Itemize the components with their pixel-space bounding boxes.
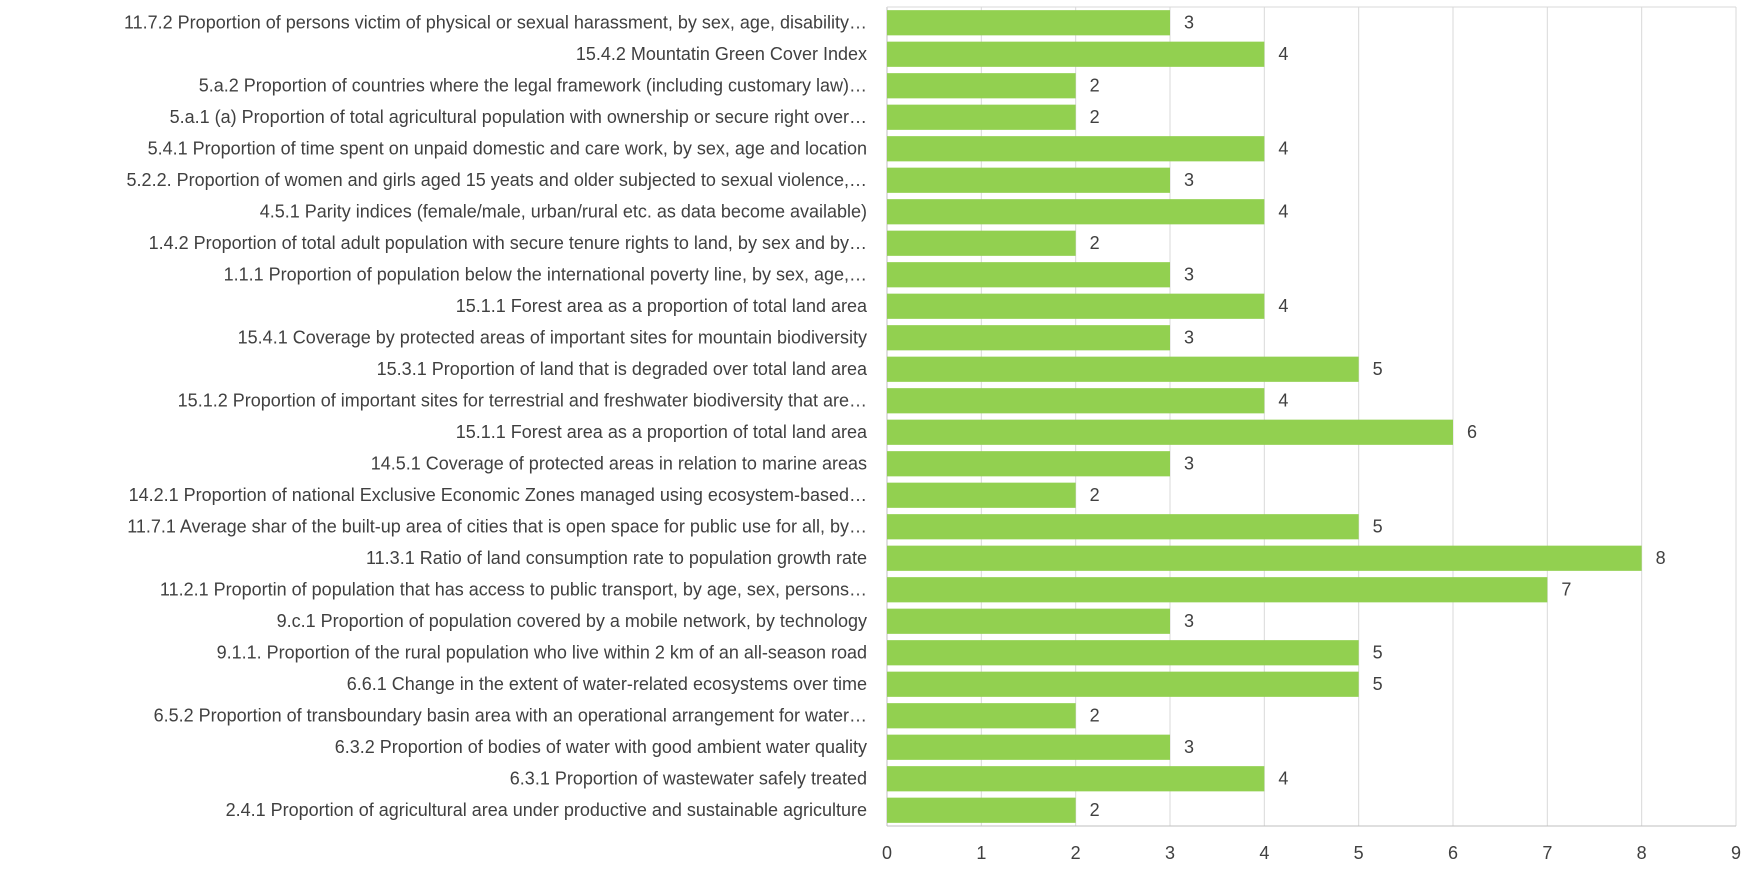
y-tick-label: 11.7.2 Proportion of persons victim of p… bbox=[124, 13, 867, 33]
bar bbox=[887, 230, 1076, 256]
data-label: 8 bbox=[1656, 548, 1666, 568]
data-label: 5 bbox=[1373, 517, 1383, 537]
data-label: 4 bbox=[1278, 44, 1288, 64]
data-label: 3 bbox=[1184, 737, 1194, 757]
y-tick-label: 15.3.1 Proportion of land that is degrad… bbox=[377, 359, 868, 379]
y-tick-label: 4.5.1 Parity indices (female/male, urban… bbox=[260, 202, 867, 222]
bar bbox=[887, 356, 1359, 382]
bar bbox=[887, 136, 1265, 162]
x-tick-label: 9 bbox=[1731, 843, 1741, 863]
x-tick-label: 4 bbox=[1259, 843, 1269, 863]
y-tick-label: 5.2.2. Proportion of women and girls age… bbox=[127, 170, 867, 190]
y-tick-label: 1.1.1 Proportion of population below the… bbox=[224, 265, 867, 285]
bar bbox=[887, 608, 1170, 634]
y-tick-label: 5.a.1 (a) Proportion of total agricultur… bbox=[170, 107, 867, 127]
x-tick-label: 8 bbox=[1637, 843, 1647, 863]
bar bbox=[887, 388, 1265, 414]
y-tick-label: 9.1.1. Proportion of the rural populatio… bbox=[217, 643, 867, 663]
bar bbox=[887, 419, 1453, 445]
y-tick-label: 5.a.2 Proportion of countries where the … bbox=[199, 76, 867, 96]
x-tick-label: 3 bbox=[1165, 843, 1175, 863]
y-tick-label: 14.5.1 Coverage of protected areas in re… bbox=[371, 454, 867, 474]
data-label: 3 bbox=[1184, 13, 1194, 33]
y-tick-label: 2.4.1 Proportion of agricultural area un… bbox=[226, 800, 867, 820]
data-label: 2 bbox=[1090, 76, 1100, 96]
data-label: 4 bbox=[1278, 202, 1288, 222]
data-label: 3 bbox=[1184, 265, 1194, 285]
y-tick-label: 15.1.1 Forest area as a proportion of to… bbox=[456, 422, 868, 442]
bar bbox=[887, 167, 1170, 193]
bar bbox=[887, 325, 1170, 351]
data-label: 5 bbox=[1373, 643, 1383, 663]
y-tick-label: 6.5.2 Proportion of transboundary basin … bbox=[154, 706, 867, 726]
x-tick-label: 1 bbox=[976, 843, 986, 863]
y-tick-label: 6.3.1 Proportion of wastewater safely tr… bbox=[510, 769, 867, 789]
bar bbox=[887, 545, 1642, 571]
bar bbox=[887, 104, 1076, 130]
data-label: 3 bbox=[1184, 328, 1194, 348]
data-label: 4 bbox=[1278, 296, 1288, 316]
data-label: 2 bbox=[1090, 706, 1100, 726]
data-label: 4 bbox=[1278, 139, 1288, 159]
x-tick-label: 5 bbox=[1354, 843, 1364, 863]
bar bbox=[887, 797, 1076, 823]
bar bbox=[887, 10, 1170, 36]
y-tick-label: 11.3.1 Ratio of land consumption rate to… bbox=[366, 548, 867, 568]
data-label: 4 bbox=[1278, 769, 1288, 789]
bar bbox=[887, 482, 1076, 508]
bar bbox=[887, 514, 1359, 540]
bar bbox=[887, 199, 1265, 225]
data-label: 5 bbox=[1373, 674, 1383, 694]
data-label: 2 bbox=[1090, 800, 1100, 820]
bar bbox=[887, 577, 1548, 603]
bar bbox=[887, 766, 1265, 792]
y-tick-label: 6.6.1 Change in the extent of water-rela… bbox=[347, 674, 867, 694]
bar bbox=[887, 640, 1359, 666]
x-tick-label: 0 bbox=[882, 843, 892, 863]
bar bbox=[887, 73, 1076, 99]
y-tick-label: 9.c.1 Proportion of population covered b… bbox=[277, 611, 867, 631]
data-label: 2 bbox=[1090, 485, 1100, 505]
y-tick-label: 15.1.1 Forest area as a proportion of to… bbox=[456, 296, 868, 316]
y-tick-label: 11.2.1 Proportin of population that has … bbox=[160, 580, 867, 600]
y-tick-label: 15.4.1 Coverage by protected areas of im… bbox=[238, 328, 867, 348]
data-label: 2 bbox=[1090, 107, 1100, 127]
x-tick-label: 6 bbox=[1448, 843, 1458, 863]
data-label: 2 bbox=[1090, 233, 1100, 253]
bar bbox=[887, 671, 1359, 697]
y-tick-label: 5.4.1 Proportion of time spent on unpaid… bbox=[148, 139, 867, 159]
bar bbox=[887, 262, 1170, 288]
y-tick-label: 14.2.1 Proportion of national Exclusive … bbox=[129, 485, 867, 505]
x-tick-label: 7 bbox=[1542, 843, 1552, 863]
y-tick-label: 15.4.2 Mountatin Green Cover Index bbox=[576, 44, 867, 64]
bar bbox=[887, 451, 1170, 477]
data-label: 3 bbox=[1184, 611, 1194, 631]
y-tick-label: 15.1.2 Proportion of important sites for… bbox=[178, 391, 867, 411]
y-tick-label: 6.3.2 Proportion of bodies of water with… bbox=[335, 737, 867, 757]
data-label: 5 bbox=[1373, 359, 1383, 379]
data-label: 3 bbox=[1184, 170, 1194, 190]
y-tick-label: 1.4.2 Proportion of total adult populati… bbox=[149, 233, 867, 253]
data-label: 3 bbox=[1184, 454, 1194, 474]
x-tick-label: 2 bbox=[1071, 843, 1081, 863]
bar bbox=[887, 293, 1265, 319]
data-label: 4 bbox=[1278, 391, 1288, 411]
bar bbox=[887, 734, 1170, 760]
bar bbox=[887, 703, 1076, 729]
data-label: 6 bbox=[1467, 422, 1477, 442]
data-label: 7 bbox=[1561, 580, 1571, 600]
y-tick-label: 11.7.1 Average shar of the built-up area… bbox=[127, 517, 867, 537]
bar bbox=[887, 41, 1265, 67]
